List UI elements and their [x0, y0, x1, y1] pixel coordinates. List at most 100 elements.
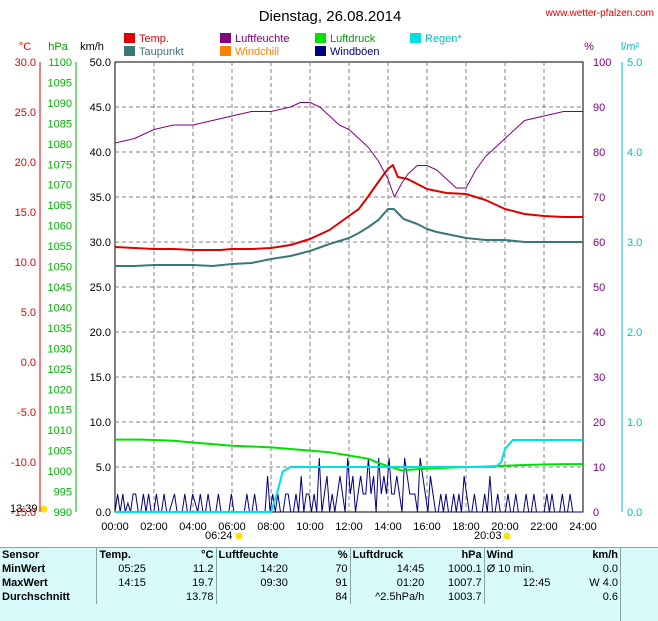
stats-press-time: 14:45 [349, 562, 427, 576]
stats-temp-value: 13.78 [185, 591, 214, 603]
stats-row-average: Durchschnitt 13.78 84 ^2.5hPa/h 1003.7 0… [0, 590, 620, 604]
stats-press-value: 1003.7 [447, 591, 482, 603]
wind-tick-label: 25.0 [90, 282, 111, 294]
pressure-tick-label: 1070 [48, 180, 72, 192]
unit-rain: l/m² [621, 41, 640, 53]
daylength-label: 13:39 [10, 503, 38, 515]
stats-press-time: ^2.5hPa/h [349, 590, 427, 604]
stats-row-label: MinWert [2, 563, 46, 575]
stats-hum-value: 91 [335, 577, 348, 589]
stats-header-temp-unit: °C [201, 549, 214, 561]
pressure-tick-label: 990 [54, 507, 72, 519]
stats-wind-label: Ø 10 min. [483, 562, 553, 576]
stats-temp-time [96, 590, 148, 604]
wind-tick-label: 15.0 [90, 372, 111, 384]
legend-swatch-rain [410, 33, 421, 43]
sunset-label: 20:03 [474, 530, 502, 542]
wind-tick-label: 45.0 [90, 102, 111, 114]
stats-header-pressure: Luftdruck [349, 548, 427, 562]
legend-swatch-windgusts [315, 46, 326, 56]
stats-hum-time [215, 590, 290, 604]
pressure-tick-label: 1005 [48, 446, 72, 458]
stats-hum-time: 09:30 [215, 576, 290, 590]
temp-tick-label: 10.0 [15, 257, 36, 269]
x-tick-label: 08:00 [257, 521, 285, 533]
pressure-tick-label: 1020 [48, 384, 72, 396]
humidity-tick-label: 70 [593, 192, 605, 204]
legend-swatch-dewpoint [124, 46, 135, 56]
stats-wind-value: 0.6 [602, 591, 618, 603]
humidity-tick-label: 100 [593, 57, 611, 69]
pressure-tick-label: 1090 [48, 98, 72, 110]
temp-tick-label: 15.0 [15, 207, 36, 219]
humidity-tick-label: 90 [593, 102, 605, 114]
temp-tick-label: 25.0 [15, 107, 36, 119]
pressure-tick-label: 1050 [48, 262, 72, 274]
x-axis: 00:00 02:00 04:00 06:00 08:00 10:00 12:00 14:00… [101, 521, 597, 533]
series-taupunkt [115, 208, 583, 267]
wind-tick-label: 30.0 [90, 237, 111, 249]
pressure-tick-label: 1010 [48, 425, 72, 437]
stats-header-wind: Wind [483, 548, 553, 562]
source-label: www.wetter-pfalzen.com [545, 8, 654, 19]
unit-humidity: % [584, 41, 594, 53]
sun-info: 13:39 06:24 20:03 [10, 503, 511, 542]
legend-label-windgusts: Windböen [330, 46, 380, 58]
temp-tick-label: -5.0 [17, 407, 36, 419]
pressure-tick-label: 1045 [48, 282, 72, 294]
stats-header-wind-unit: km/h [592, 549, 618, 561]
legend-label-windchill: Windchill [235, 46, 279, 58]
stats-wind-label [483, 590, 553, 604]
stats-row-max: MaxWert 14:15 19.7 09:30 91 01:20 1007.7… [0, 576, 620, 590]
pressure-tick-label: 1035 [48, 323, 72, 335]
stats-row-min: MinWert 05:25 11.2 14:20 70 14:45 1000.1… [0, 562, 620, 576]
rain-tick-label: 2.0 [627, 327, 642, 339]
chart-background [0, 0, 658, 547]
x-tick-label: 02:00 [140, 521, 168, 533]
humidity-tick-label: 80 [593, 147, 605, 159]
stats-header-humidity: Luftfeuchte [215, 548, 290, 562]
wind-tick-label: 0.0 [96, 507, 111, 519]
temp-tick-label: 0.0 [21, 357, 36, 369]
rain-tick-label: 3.0 [627, 237, 642, 249]
temp-tick-label: -15.0 [11, 507, 36, 519]
sunrise-icon [235, 532, 243, 540]
wind-tick-label: 35.0 [90, 192, 111, 204]
humidity-tick-label: 20 [593, 417, 605, 429]
legend-label-temp: Temp. [139, 33, 169, 45]
stats-temp-time: 14:15 [96, 576, 148, 590]
weather-chart: Dienstag, 26.08.2014 www.wetter-pfalzen.… [0, 0, 658, 547]
unit-temp: °C [19, 41, 31, 53]
pressure-tick-label: 1080 [48, 139, 72, 151]
stats-temp-value: 11.2 [192, 563, 214, 575]
rain-tick-label: 4.0 [627, 147, 642, 159]
wind-tick-label: 10.0 [90, 417, 111, 429]
wind-tick-label: 20.0 [90, 327, 111, 339]
pressure-tick-label: 1100 [48, 57, 72, 69]
x-tick-label: 22:00 [530, 521, 558, 533]
stats-wind-label: 12:45 [483, 576, 553, 590]
unit-wind: km/h [80, 41, 104, 53]
chart-title: Dienstag, 26.08.2014 [259, 8, 402, 25]
humidity-tick-label: 60 [593, 237, 605, 249]
pressure-tick-label: 1060 [48, 221, 72, 233]
stats-side-frame [620, 548, 658, 621]
x-tick-label: 00:00 [101, 521, 129, 533]
x-tick-label: 06:00 [218, 521, 246, 533]
pressure-tick-label: 1040 [48, 302, 72, 314]
wind-tick-label: 5.0 [96, 462, 111, 474]
x-tick-label: 24:00 [569, 521, 597, 533]
x-tick-label: 10:00 [296, 521, 324, 533]
x-tick-label: 14:00 [374, 521, 402, 533]
legend-swatch-humidity [220, 33, 231, 43]
stats-header-row: Sensor Temp. °C Luftfeuchte % Luftdruck … [0, 548, 620, 562]
stats-header-humidity-unit: % [337, 549, 348, 561]
x-tick-label: 18:00 [452, 521, 480, 533]
stats-header-pressure-unit: hPa [461, 549, 482, 561]
humidity-tick-label: 40 [593, 327, 605, 339]
humidity-tick-label: 10 [593, 462, 605, 474]
stats-press-value: 1000.1 [447, 563, 482, 575]
pressure-tick-label: 1000 [48, 466, 72, 478]
legend-swatch-pressure [315, 33, 326, 43]
wind-tick-label: 50.0 [90, 57, 111, 69]
